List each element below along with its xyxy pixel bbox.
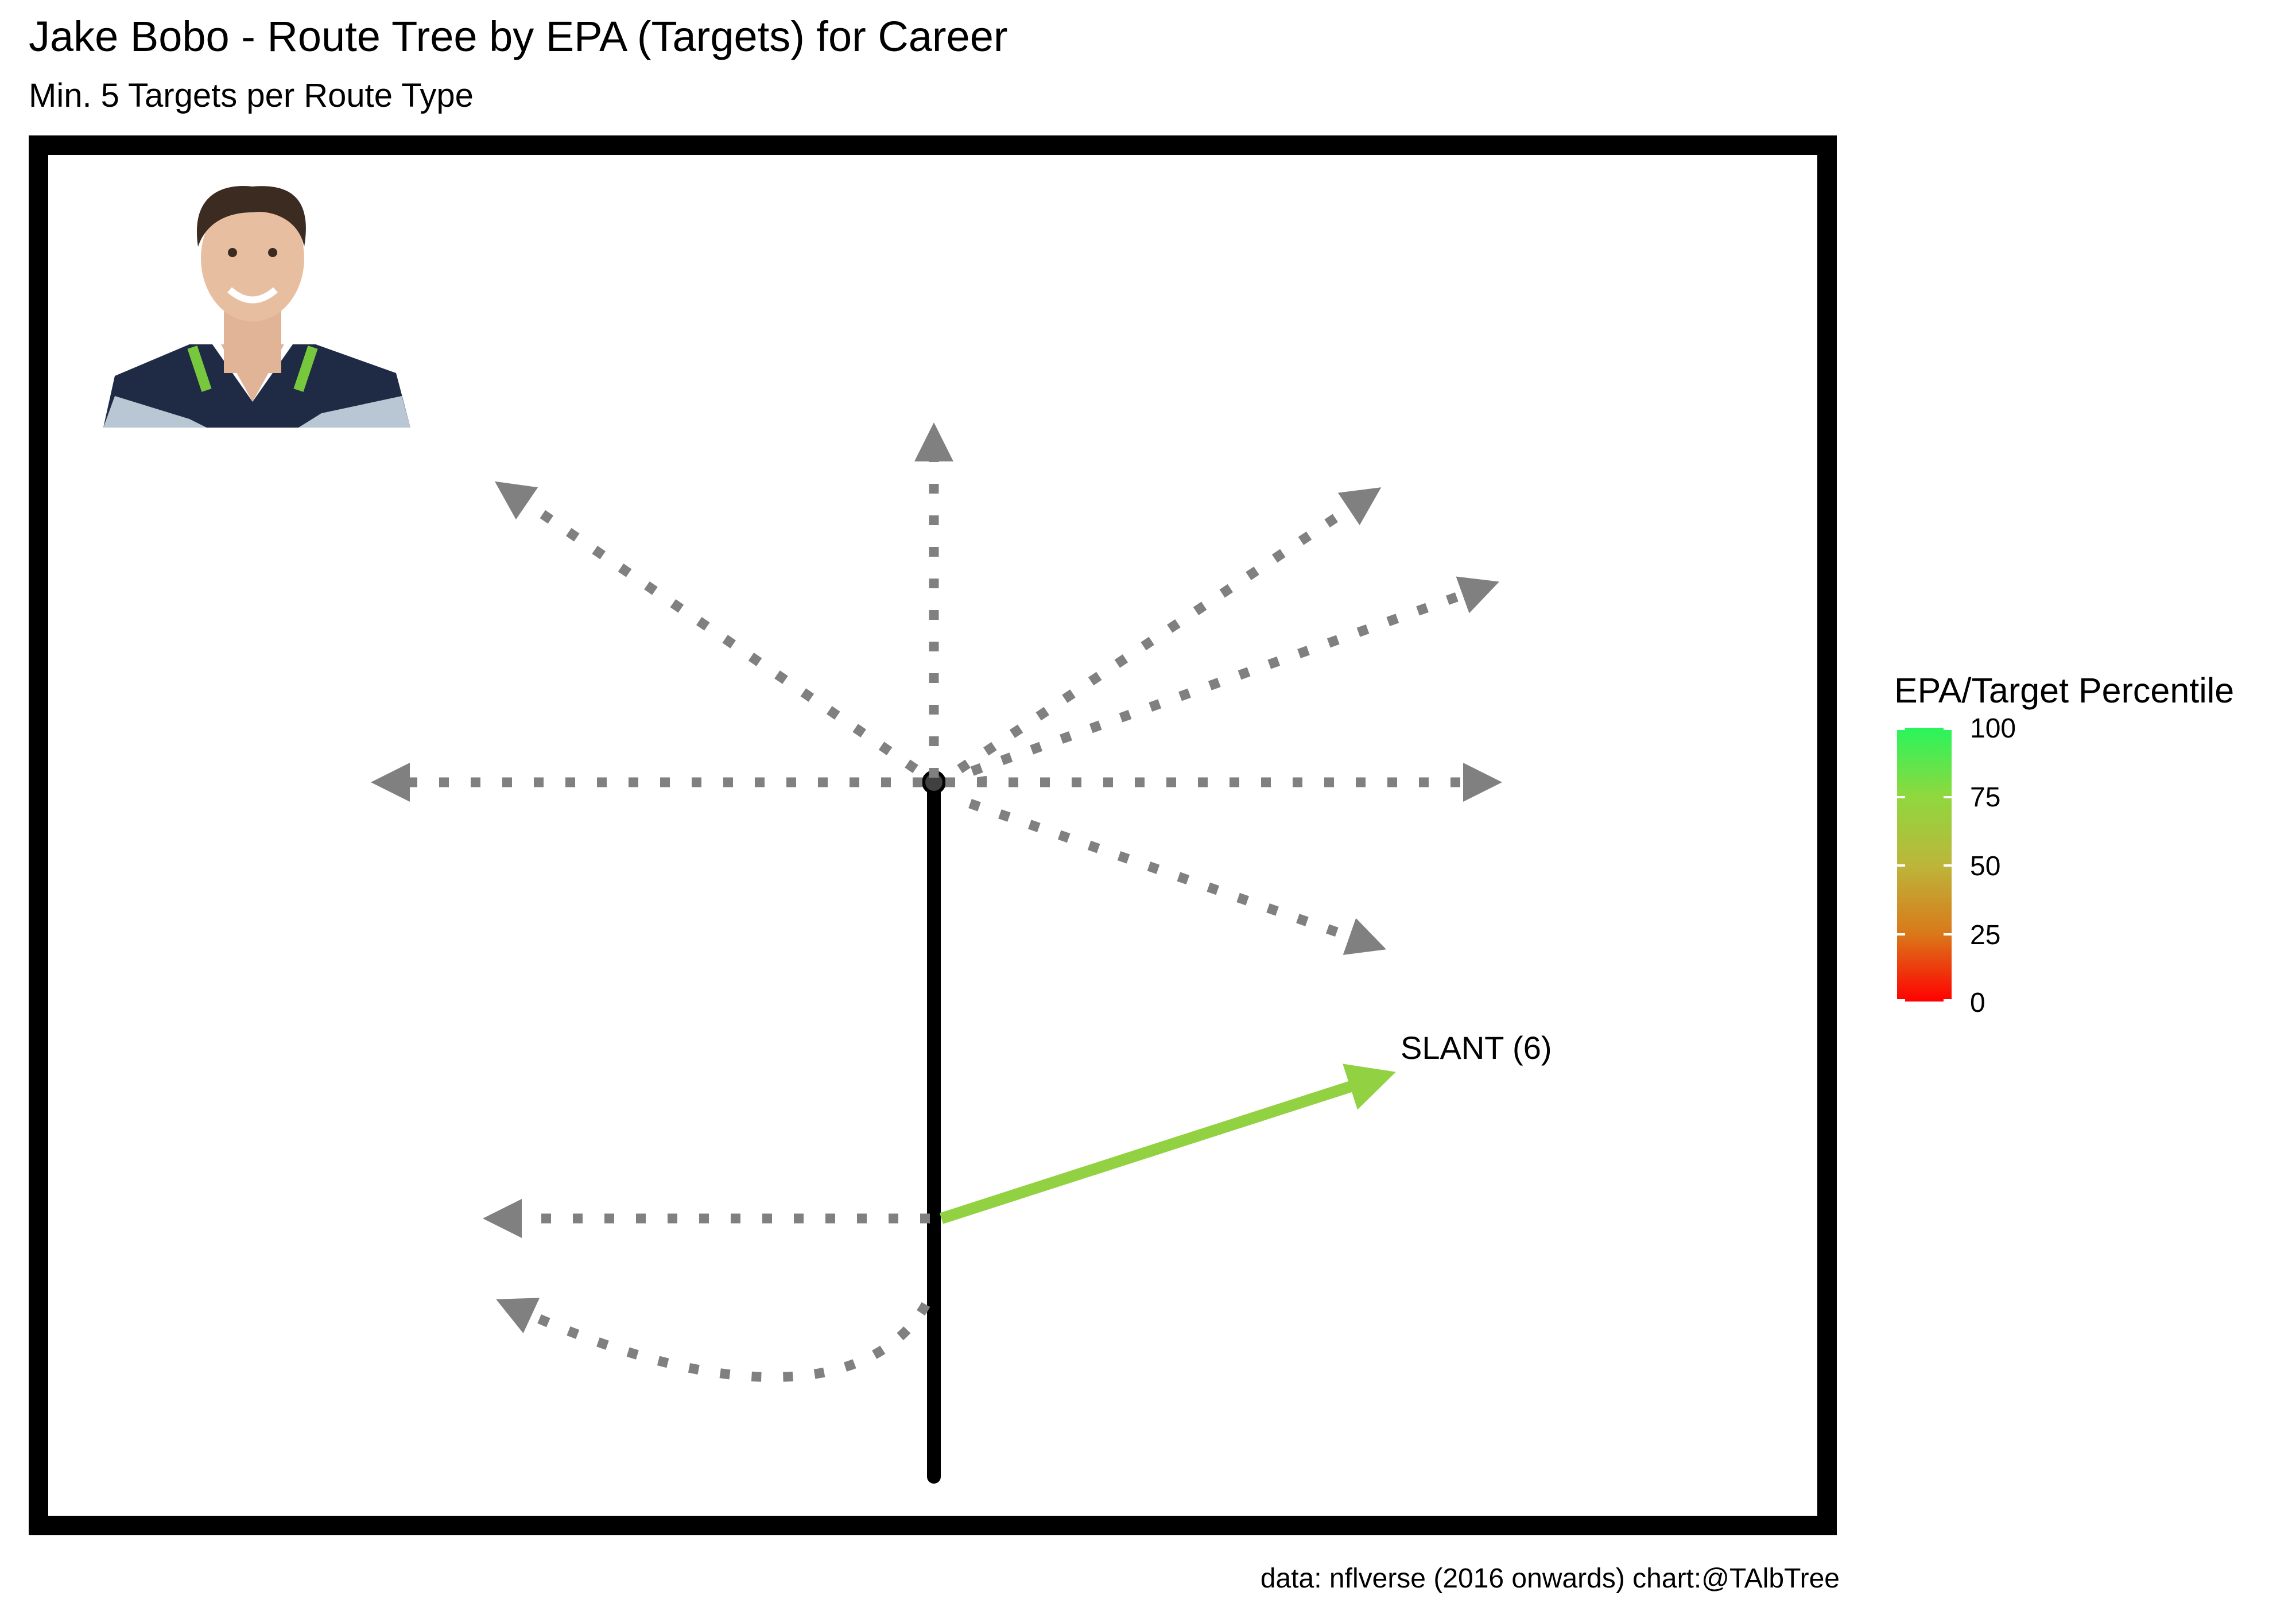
legend-tick-75 xyxy=(1897,796,1905,798)
headshot-neck-v xyxy=(221,344,284,402)
route-slant-label: SLANT (6) xyxy=(1401,1030,1552,1066)
headshot-jersey-stripe-right xyxy=(298,396,410,428)
legend-tick-100 xyxy=(1897,728,1905,730)
route-slant xyxy=(939,1063,1396,1224)
legend-tick-100-right xyxy=(1944,728,1952,730)
headshot-face xyxy=(201,195,304,321)
headshot-eye-left xyxy=(228,248,237,257)
route-wheel xyxy=(496,1298,930,1382)
legend-label-75: 75 xyxy=(1970,782,2001,813)
player-headshot xyxy=(103,185,410,428)
route-dotted-group xyxy=(371,422,1502,1382)
field-border xyxy=(29,135,1837,1535)
legend-color-bar xyxy=(1897,728,1952,1002)
legend-tick-50 xyxy=(1897,864,1905,867)
legend-tick-25-right xyxy=(1944,933,1952,936)
route-post-left xyxy=(494,481,918,774)
headshot-hair xyxy=(196,185,306,247)
chart-subtitle: Min. 5 Targets per Route Type xyxy=(29,77,474,114)
route-seam-out xyxy=(960,576,1499,787)
headshot-smile xyxy=(227,287,278,304)
legend-tick-50-right xyxy=(1944,864,1952,867)
route-corner xyxy=(957,487,1382,774)
route-flat xyxy=(968,798,1387,955)
legend-tick-0 xyxy=(1897,999,1905,1002)
headshot-eye-right xyxy=(268,248,277,257)
legend-label-0: 0 xyxy=(1970,988,1985,1018)
headshot-collar xyxy=(187,346,318,392)
headshot-jersey xyxy=(103,344,410,428)
headshot-jersey-stripe xyxy=(103,396,207,428)
legend-title: EPA/Target Percentile xyxy=(1894,671,2235,710)
legend-tick-25 xyxy=(1897,933,1905,936)
legend-label-50: 50 xyxy=(1970,851,2001,882)
chart-title: Jake Bobo - Route Tree by EPA (Targets) … xyxy=(29,13,1008,60)
chart-caption: data: nflverse (2016 onwards) chart:@TAl… xyxy=(1260,1563,1840,1594)
legend-tick-75-right xyxy=(1944,796,1952,798)
legend-tick-0-right xyxy=(1944,999,1952,1002)
legend-label-25: 25 xyxy=(1970,920,2001,950)
legend-label-100: 100 xyxy=(1970,713,2016,744)
